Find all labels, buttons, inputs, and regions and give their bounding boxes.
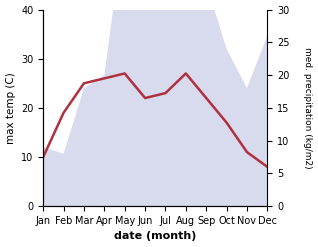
X-axis label: date (month): date (month)	[114, 231, 197, 242]
Y-axis label: max temp (C): max temp (C)	[5, 72, 16, 144]
Y-axis label: med. precipitation (kg/m2): med. precipitation (kg/m2)	[303, 47, 313, 169]
